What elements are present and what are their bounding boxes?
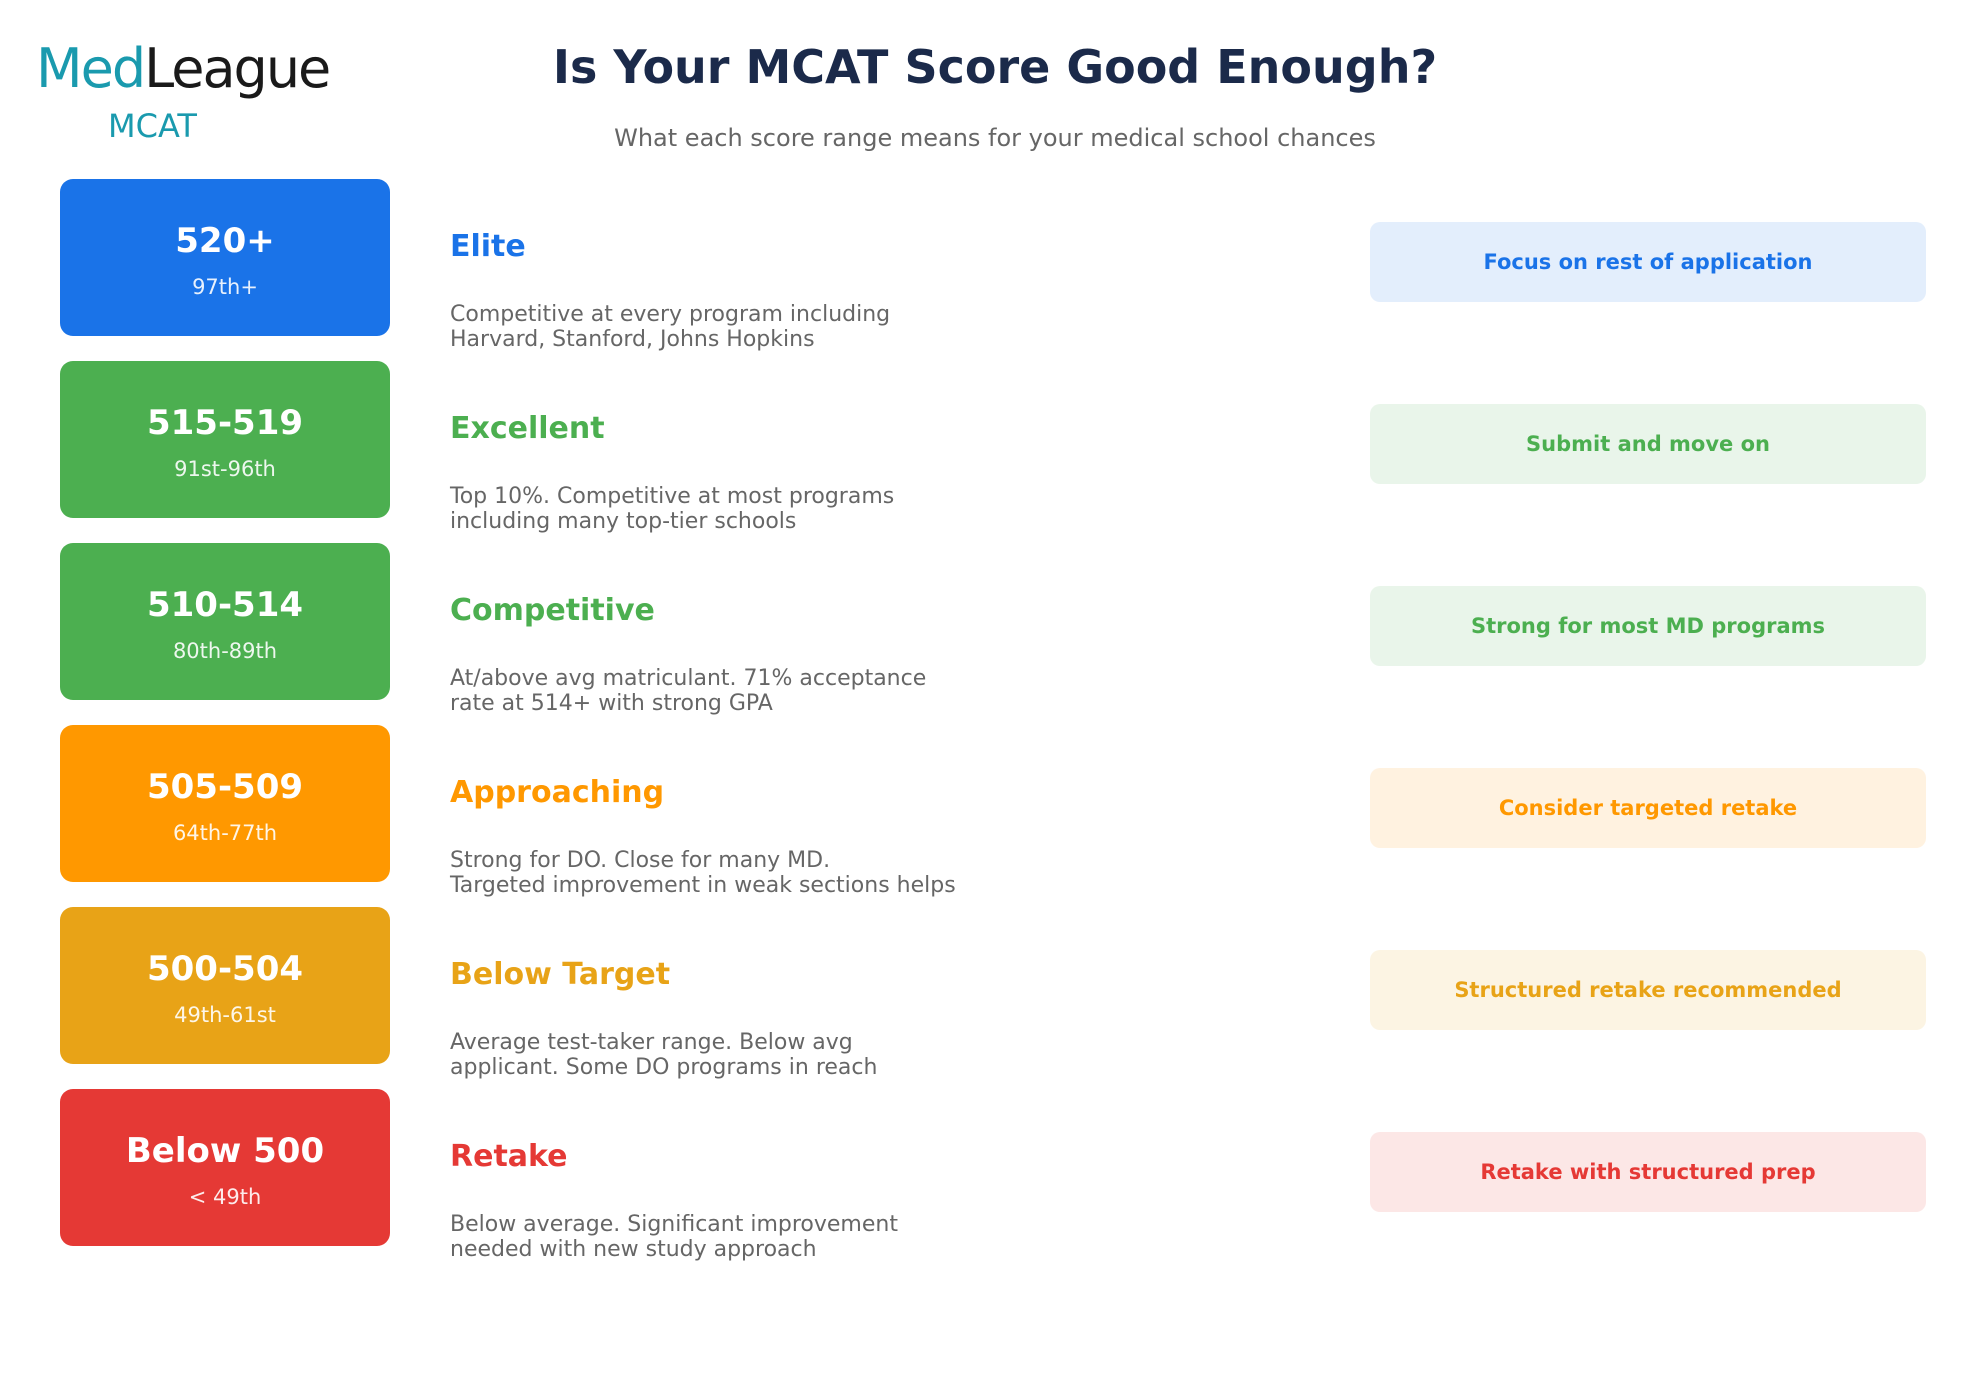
logo: MedLeague [36, 42, 331, 96]
action-box [1370, 222, 1926, 302]
tier-label: Below Target [450, 957, 671, 992]
score-box [60, 179, 390, 336]
subtitle: What each score range means for your med… [614, 124, 1376, 152]
score: 515-519 [146, 403, 304, 443]
score: Below 500 [125, 1131, 325, 1171]
score-box [60, 725, 390, 882]
logo-text: Med [36, 37, 146, 100]
action-box [1370, 586, 1926, 666]
tier-label: Elite [450, 229, 526, 264]
action: Structured retake recommended [1454, 978, 1842, 1002]
description: Below average. Significant improvement [450, 1212, 898, 1237]
score-box [60, 1089, 390, 1246]
description: Competitive at every program including [450, 302, 891, 327]
percentile: 91st-96th [174, 457, 276, 481]
tier-label: Excellent [450, 411, 605, 446]
score-box [60, 543, 390, 700]
description: needed with new study approach [450, 1237, 817, 1262]
percentile: < 49th [188, 1185, 262, 1209]
score: 520+ [175, 221, 275, 261]
action-box [1370, 1132, 1926, 1212]
action-box [1370, 404, 1926, 484]
tier-label: Retake [450, 1139, 568, 1174]
description: At/above avg matriculant. 71% acceptance [450, 666, 927, 691]
percentile: 80th-89th [172, 639, 278, 663]
percentile: 97th+ [192, 275, 258, 299]
logo-text: League [144, 37, 331, 100]
action-box [1370, 768, 1926, 848]
description: Top 10%. Competitive at most programs [450, 484, 895, 509]
tier-label: Competitive [450, 593, 655, 628]
score-box [60, 907, 390, 1064]
percentile: 64th-77th [172, 821, 278, 845]
action: Focus on rest of application [1483, 250, 1813, 274]
action: Consider targeted retake [1498, 796, 1798, 820]
description: including many top-tier schools [450, 509, 797, 534]
description: Targeted improvement in weak sections he… [450, 873, 956, 898]
description: Harvard, Stanford, Johns Hopkins [450, 327, 815, 352]
description: Strong for DO. Close for many MD. [450, 848, 831, 873]
action-box [1370, 950, 1926, 1030]
score: 500-504 [146, 949, 304, 989]
title: Is Your MCAT Score Good Enough? [552, 40, 1438, 94]
action: Retake with structured prep [1480, 1160, 1816, 1184]
tier-label: Approaching [450, 775, 665, 810]
action: Submit and move on [1526, 432, 1770, 456]
description: Average test-taker range. Below avg [450, 1030, 853, 1055]
description: applicant. Some DO programs in reach [450, 1055, 878, 1080]
action: Strong for most MD programs [1470, 614, 1826, 638]
percentile: 49th-61st [174, 1003, 276, 1027]
score-box [60, 361, 390, 518]
description: rate at 514+ with strong GPA [450, 691, 773, 716]
score: 505-509 [146, 767, 304, 807]
score: 510-514 [146, 585, 304, 625]
logo-subtext: MCAT [108, 107, 197, 145]
